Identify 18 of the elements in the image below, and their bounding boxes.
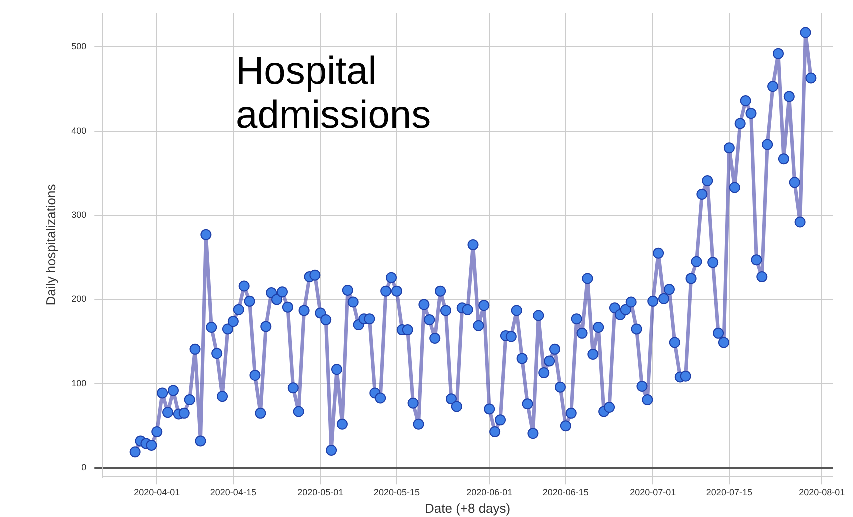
x-axis-title: Date (+8 days) <box>424 500 511 516</box>
y-tick-label: 200 <box>72 294 87 304</box>
y-tick-label: 300 <box>72 210 87 220</box>
x-tick-label: 2020-06-15 <box>542 487 589 498</box>
x-tick-label: 2020-04-01 <box>134 487 180 498</box>
x-tick-label: 2020-07-01 <box>630 487 676 498</box>
x-tick-label: 2020-07-15 <box>706 487 752 498</box>
x-tick-label: 2020-04-15 <box>210 487 256 498</box>
y-tick-label: 500 <box>72 42 87 52</box>
x-tick-label: 2020-05-15 <box>374 487 420 498</box>
y-axis-title: Daily hospitalizations <box>43 184 58 306</box>
x-tick-label: 2020-05-01 <box>298 487 344 498</box>
x-tick-label: 2020-08-01 <box>799 487 846 498</box>
y-tick-label: 400 <box>72 126 87 136</box>
y-tick-label: 100 <box>72 378 87 388</box>
y-tick-label: 0 <box>82 462 87 473</box>
x-tick-label: 2020-06-01 <box>466 487 513 498</box>
annotation: Hospital admissions <box>236 50 432 138</box>
